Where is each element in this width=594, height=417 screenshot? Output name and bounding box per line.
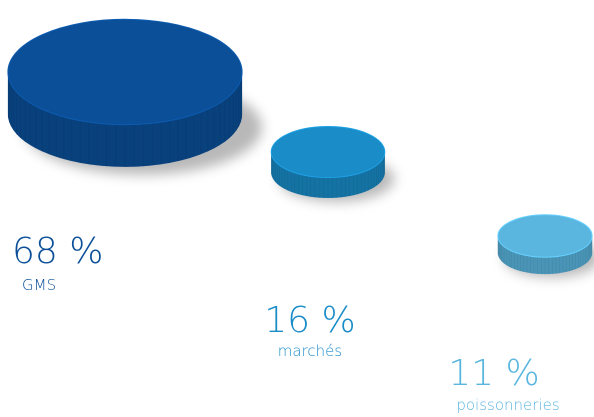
puck	[497, 214, 594, 278]
value-label: 16 %	[264, 300, 355, 341]
puck-top	[270, 125, 386, 179]
puck	[270, 125, 395, 202]
puck-top	[7, 18, 243, 126]
value-label: 11 %	[448, 353, 539, 394]
category-label: marchés	[278, 342, 342, 360]
puck-top	[497, 214, 593, 258]
value-label: 68 %	[12, 231, 103, 272]
category-label: poissonneries	[456, 396, 559, 414]
category-label: GMS	[22, 276, 56, 294]
puck	[7, 18, 263, 175]
